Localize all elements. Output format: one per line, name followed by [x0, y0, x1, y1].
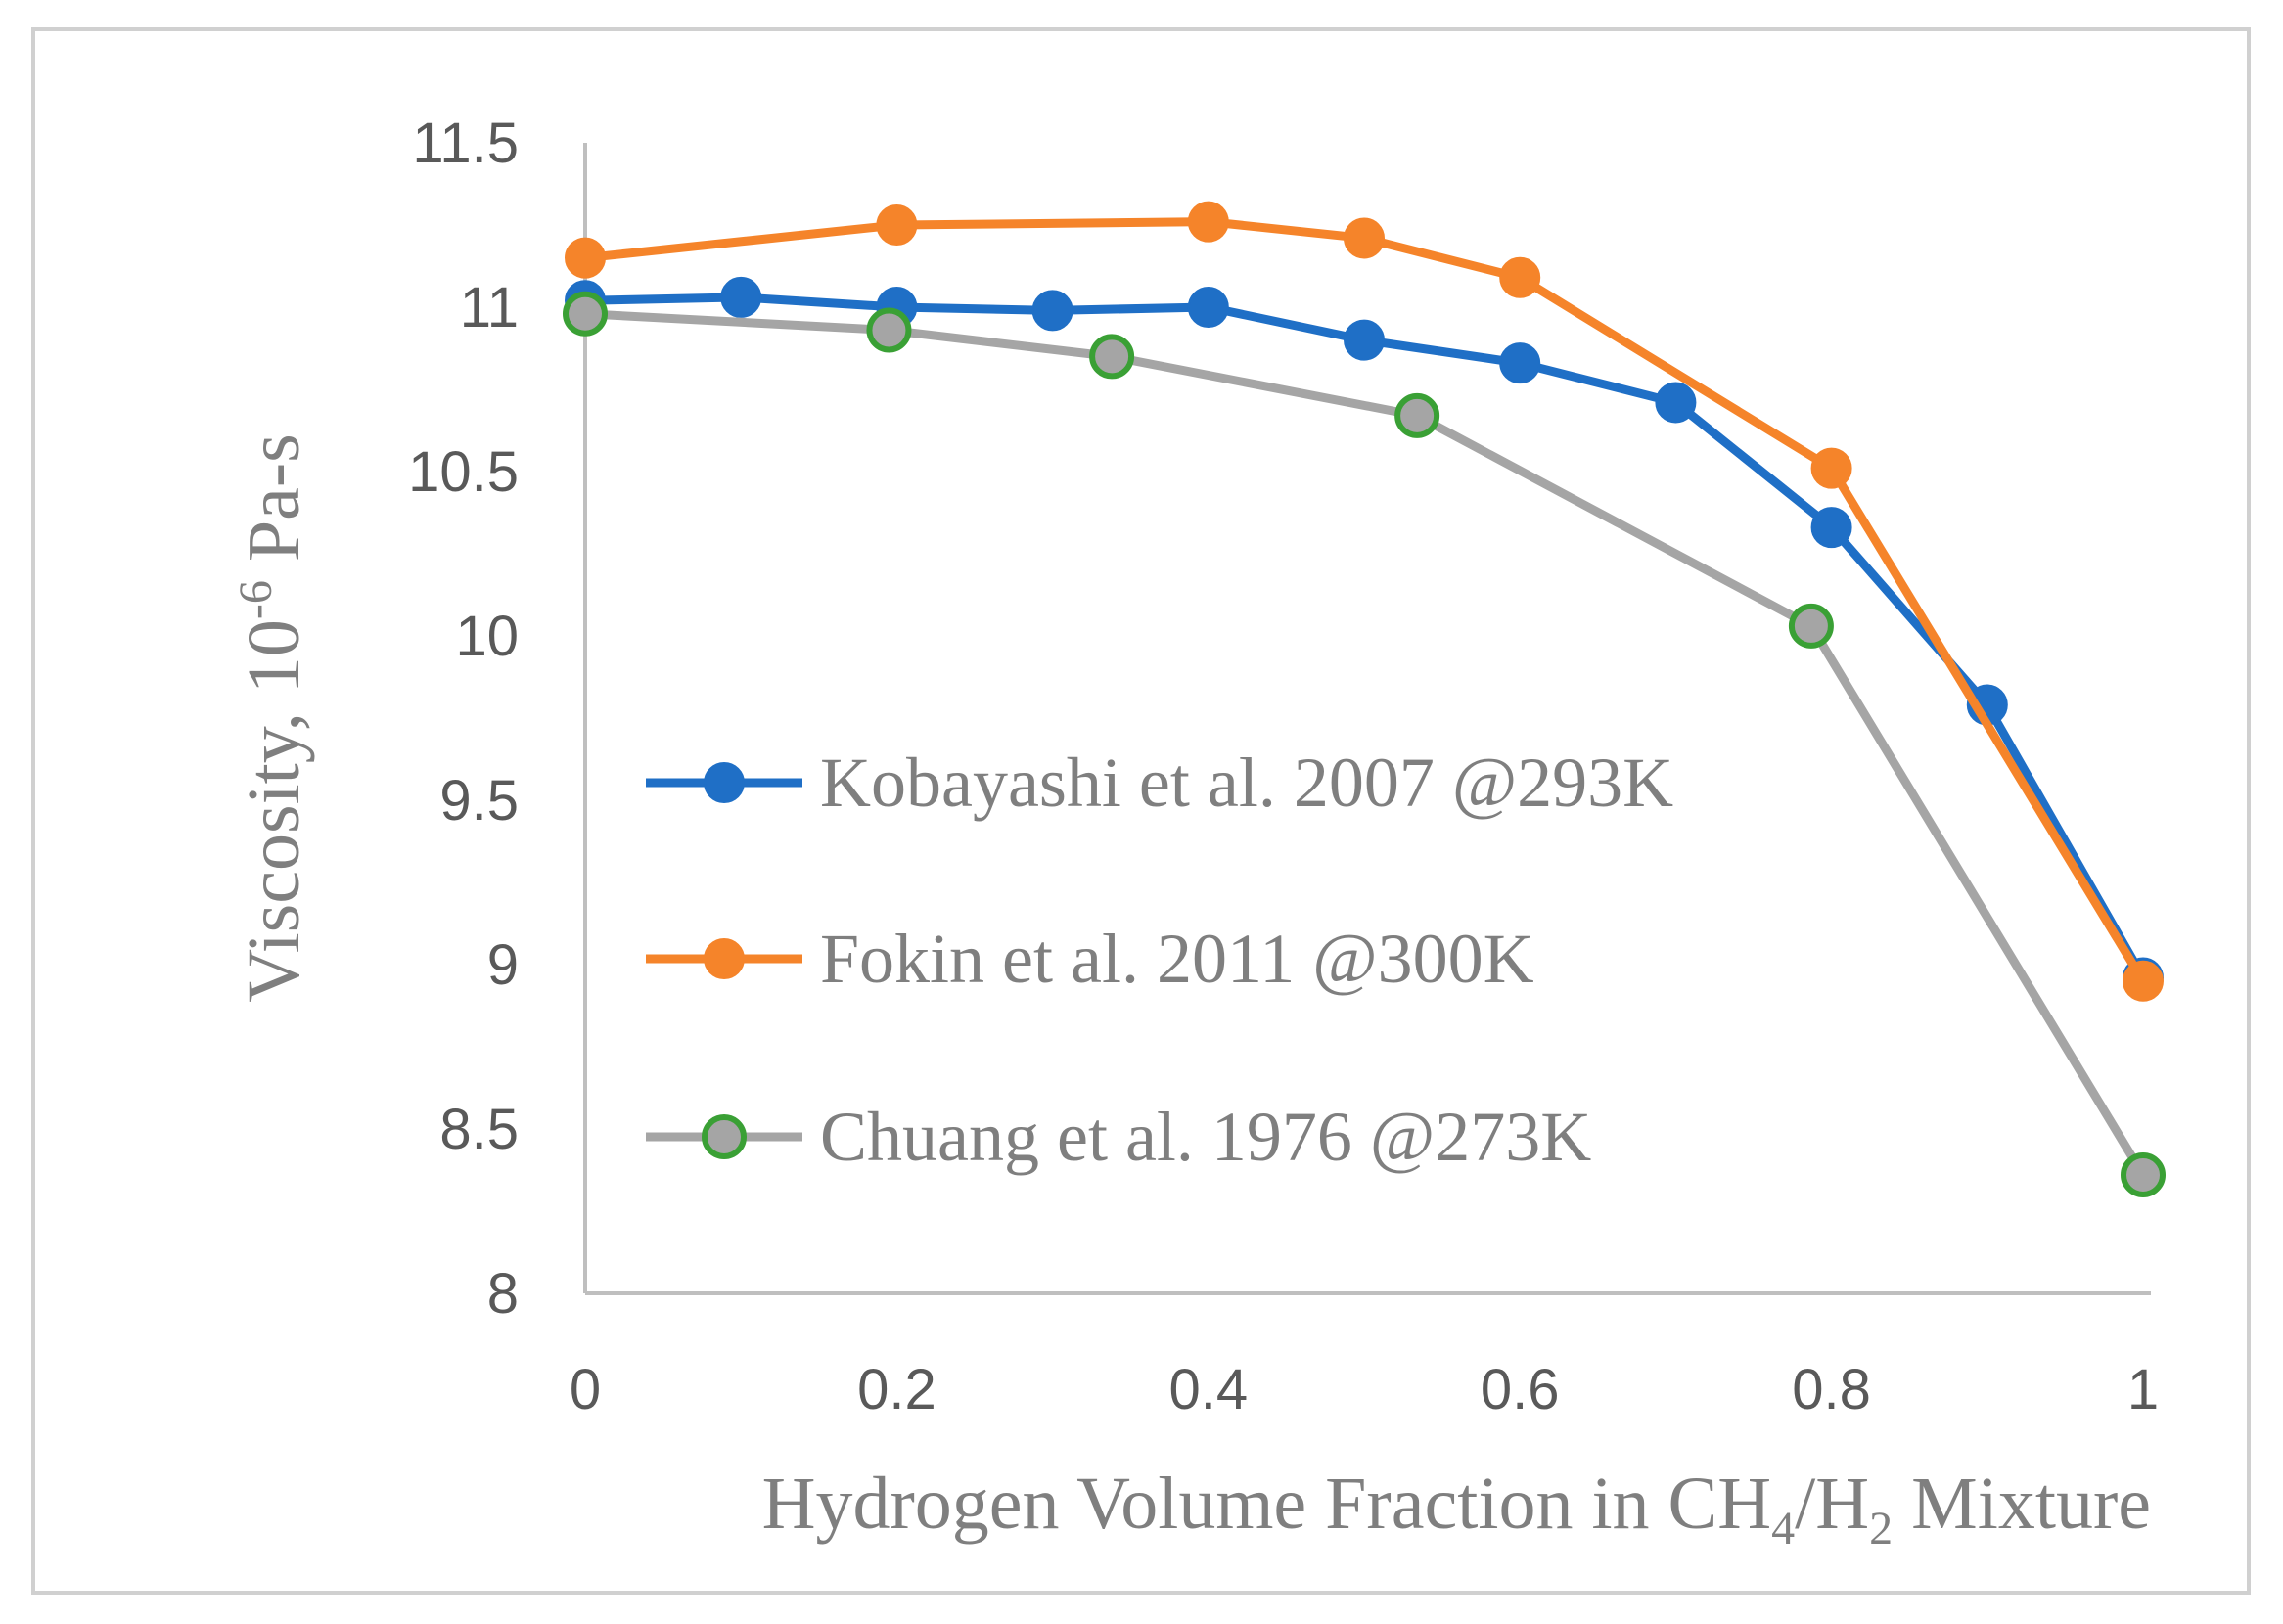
x-tick-label: 1	[2127, 1358, 2159, 1421]
y-tick-label: 10.5	[408, 440, 519, 504]
data-point	[1394, 392, 1440, 438]
legend-item: Kobayashi et al. 2007 @293K	[646, 744, 1673, 822]
series-line	[580, 309, 2148, 1180]
x-axis-title-sub2: 2	[1869, 1503, 1893, 1555]
x-tick-label: 0.6	[1481, 1358, 1560, 1421]
y-tick-label: 11.5	[412, 112, 519, 175]
legend-label: Fokin et al. 2011 @300K	[820, 920, 1534, 998]
y-axis-title-main: Viscosity, 10	[233, 619, 315, 1003]
x-axis-title-sub1: 4	[1771, 1503, 1795, 1555]
x-tick-label: 0.2	[857, 1358, 936, 1421]
legend-item: Chuang et al. 1976 @273K	[646, 1098, 1591, 1176]
chart-frame	[31, 27, 2251, 1595]
x-axis-title-part2: /H	[1795, 1463, 1869, 1545]
data-point	[876, 204, 918, 246]
series-2	[565, 201, 2164, 1002]
series-3	[563, 291, 2166, 1198]
x-tick-label: 0	[570, 1358, 601, 1421]
data-point	[1031, 290, 1073, 332]
data-point	[1344, 217, 1385, 259]
data-point	[1187, 287, 1229, 328]
y-axis-title: Viscosity, 10-6 Pa-s	[230, 433, 315, 1003]
data-point	[1810, 447, 1852, 489]
legend-item: Fokin et al. 2011 @300K	[646, 920, 1534, 998]
data-point	[866, 307, 912, 353]
legend-marker	[704, 762, 745, 803]
data-point	[1089, 334, 1135, 380]
legend: Kobayashi et al. 2007 @293K Fokin et al. …	[646, 744, 1673, 1176]
x-tick-label: 0.8	[1792, 1358, 1871, 1421]
data-point	[1344, 319, 1385, 361]
data-point	[2123, 960, 2164, 1002]
y-tick-label: 10	[455, 605, 519, 668]
plot-area	[563, 201, 2166, 1198]
data-point	[1810, 507, 1852, 549]
legend-marker	[702, 1114, 747, 1159]
data-point	[563, 291, 608, 337]
data-point	[1499, 342, 1541, 384]
y-tick-label: 11	[460, 276, 519, 339]
data-point	[720, 276, 762, 318]
y-axis-title-unit: Pa-s	[233, 433, 315, 580]
legend-label: Kobayashi et al. 2007 @293K	[820, 744, 1673, 822]
data-point	[1499, 256, 1541, 298]
y-tick-label: 9.5	[439, 769, 519, 833]
data-point	[1187, 201, 1229, 243]
y-axis-title-exponent: -6	[230, 580, 282, 619]
legend-label: Chuang et al. 1976 @273K	[820, 1098, 1591, 1176]
legend-marker	[704, 938, 745, 979]
data-point	[1655, 382, 1697, 424]
x-axis-tick-labels: 0 0.2 0.4 0.6 0.8 1	[570, 1358, 2159, 1421]
y-tick-label: 8	[487, 1262, 519, 1326]
data-point	[2121, 1152, 2166, 1198]
x-axis-title-part3: Mixture	[1893, 1463, 2151, 1545]
x-axis-title: Hydrogen Volume Fraction in CH4/H2 Mixtu…	[762, 1463, 2151, 1555]
y-tick-label: 8.5	[439, 1098, 519, 1161]
data-point	[565, 237, 606, 279]
y-tick-label: 9	[487, 933, 519, 997]
x-axis-title-part1: Hydrogen Volume Fraction in CH	[762, 1463, 1772, 1545]
x-tick-label: 0.4	[1168, 1358, 1248, 1421]
data-point	[1788, 603, 1834, 649]
y-axis-tick-labels: 8 8.5 9 9.5 10 10.5 11 11.5	[408, 112, 519, 1326]
